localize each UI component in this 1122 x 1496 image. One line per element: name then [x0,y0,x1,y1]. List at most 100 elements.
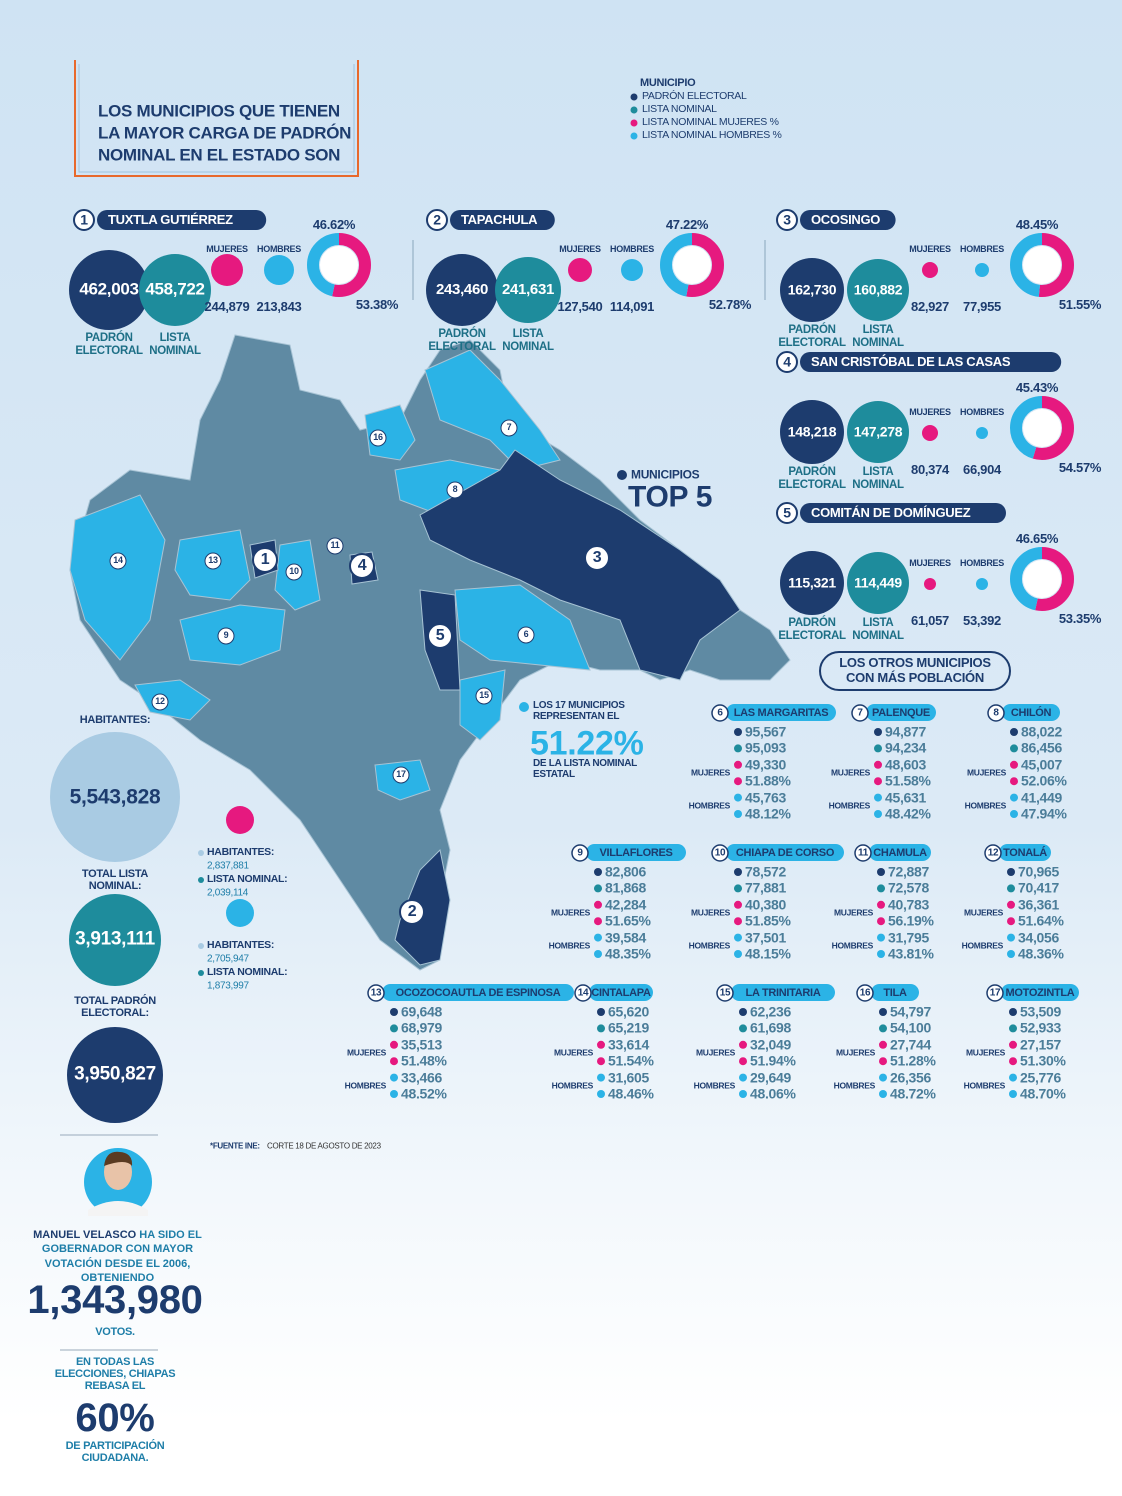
municipio-name: CHILÓN [1010,706,1052,719]
value: 95,093 [745,739,787,756]
value-dot [390,1008,398,1016]
hombres-label: HOMBRES [961,940,1004,951]
title-line: LA MAYOR CARGA DE PADRÓN [98,123,352,143]
share-text: LOS 17 MUNICIPIOS REPRESENTAN EL [533,700,625,722]
others-title-frame [819,651,1011,691]
governor-desc: HA SIDO EL GOBERNADOR CON MAYOR VOTACIÓN… [41,1229,202,1284]
map-rank: 6 [523,629,529,640]
rank-badge [776,209,798,231]
lista-circle [139,254,211,326]
name-pill [869,844,931,861]
value: 26,356 [890,1068,932,1085]
gender-label: LISTA NOMINAL: [207,966,288,979]
value: 35,513 [401,1036,443,1053]
value-dot [594,868,602,876]
hombres-pct: 45.43% [1015,379,1059,395]
mujeres-label: MUJERES [909,407,951,418]
hombres-label: HOMBRES [688,800,731,811]
value: 48.12% [745,805,791,822]
value-dot [879,1073,887,1082]
municipio-name: LAS MARGARITAS [733,706,829,719]
map-rank: 12 [155,696,165,707]
participation-unit: DE PARTICIPACIÓN CIUDADANA. [65,1440,165,1465]
value: 51.58% [885,772,931,789]
region [459,669,506,741]
value: 48,603 [885,756,927,773]
lista-circle [847,401,909,463]
value-dot [734,777,742,786]
value: 54,797 [890,1003,932,1020]
value: 47.94% [1021,805,1067,822]
value-dot [879,1090,887,1098]
mujeres-label: MUJERES [966,1047,1005,1058]
value: 40,783 [888,896,930,913]
value: 27,157 [1020,1036,1062,1053]
lista-value: 458,722 [145,279,205,299]
rank-badge [986,984,1004,1002]
legend-dot [198,850,204,856]
value: 48.36% [1018,945,1064,962]
value: 51.54% [608,1052,654,1069]
lista-value: 147,278 [853,423,903,440]
rank-badge [574,984,592,1002]
value-dot [390,1024,398,1033]
votes-unit: VOTOS. [95,1325,135,1338]
value: 95,567 [745,723,787,740]
value-dot [739,1057,747,1066]
lista-label: LISTA NOMINAL [149,332,201,357]
value-dot [734,917,742,926]
municipio-name: TONALÁ [1003,846,1047,859]
value-dot [874,777,882,786]
value: 42,284 [605,896,647,913]
value: 33,466 [401,1068,443,1085]
legend-dot [630,106,638,114]
donut-hombres [1010,233,1074,297]
stat-circle [50,732,180,862]
value-dot [879,1024,887,1033]
mujeres-pct: 54.57% [1058,459,1102,475]
legend-label: LISTA NOMINAL MUJERES % [642,116,779,129]
mujeres-pct: 51.55% [1058,296,1102,312]
title-line: NOMINAL EN EL ESTADO SON [98,145,341,165]
gender-label: HABITANTES: [207,846,275,859]
value: 70,417 [1018,879,1060,896]
map-rank: 11 [330,540,340,551]
value-dot [1007,884,1015,893]
value-dot [879,1057,887,1066]
rank: 3 [783,211,791,228]
value-dot [734,744,742,753]
name-pill [866,704,936,721]
value-dot [874,793,882,802]
gender-label: HABITANTES: [207,939,275,952]
municipio-name: TUXTLA GUTIÉRREZ [108,211,233,227]
value-dot [597,1090,605,1098]
value-dot [734,950,742,958]
donut-hole [1023,409,1061,447]
mujeres-dot [922,262,938,278]
value-dot [874,744,882,753]
map-badge [475,687,493,705]
value-dot [877,900,885,909]
value-dot [594,933,602,942]
stat-label: HABITANTES: [79,713,151,726]
mujeres-label: MUJERES [554,1047,593,1058]
title-frame-inner [78,64,355,173]
map-badge [446,481,464,499]
name-pill [1001,984,1079,1001]
value: 65,620 [608,1003,650,1020]
map-badge [517,626,535,644]
padron-label: PADRÓN ELECTORAL [778,617,846,642]
hombres-label: HOMBRES [610,244,654,255]
value-dot [1007,917,1015,926]
legend-dot [198,970,204,976]
mujeres-label: MUJERES [834,907,873,918]
legend-dot [198,877,204,883]
hombres-value: 53,392 [963,612,1001,628]
value: 48.46% [608,1085,654,1102]
rank-badge [854,844,872,862]
value-dot [879,1008,887,1016]
municipio-name: COMITÁN DE DOMÍNGUEZ [811,504,971,520]
donut-hombres [1010,547,1074,611]
value-dot [877,868,885,876]
